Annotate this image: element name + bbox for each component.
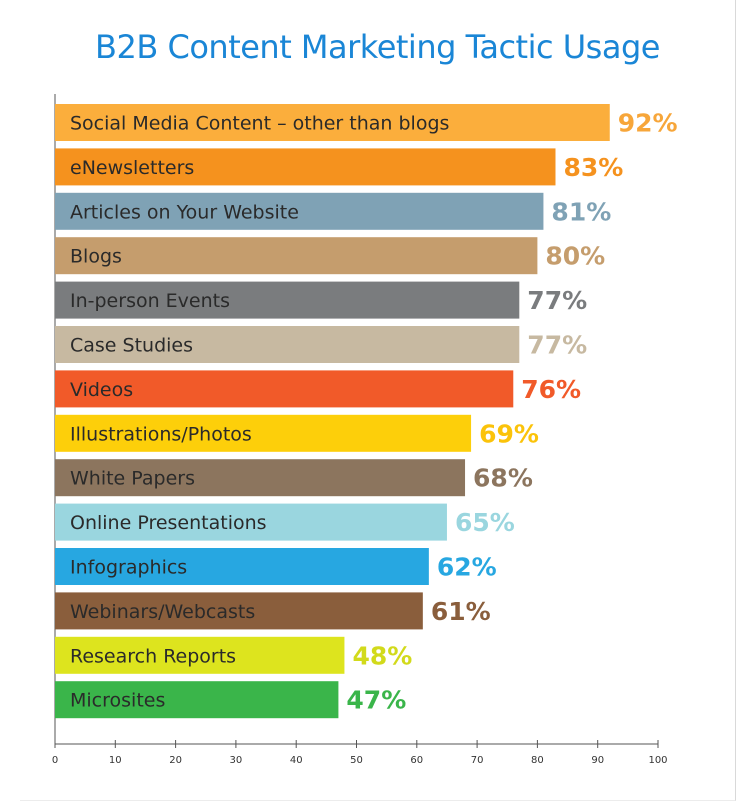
- x-tick-label: 70: [471, 755, 484, 766]
- bar: [55, 281, 520, 319]
- bar: [55, 592, 423, 630]
- bar-category-label: eNewsletters: [70, 157, 194, 179]
- bar: [55, 636, 345, 674]
- bar: [55, 148, 556, 186]
- bar-category-label: Microsites: [70, 690, 165, 712]
- bar-category-label: Online Presentations: [70, 512, 267, 534]
- bar-value-label: 47%: [346, 686, 406, 715]
- bar-value-label: 80%: [545, 242, 605, 271]
- bar-value-label: 81%: [551, 197, 611, 226]
- x-tick-label: 20: [169, 755, 182, 766]
- bar-category-label: Social Media Content – other than blogs: [70, 113, 449, 135]
- bar: [55, 681, 339, 719]
- bar-value-label: 62%: [437, 553, 497, 582]
- bar-value-label: 77%: [527, 286, 587, 315]
- x-tick-label: 80: [531, 755, 544, 766]
- bar-value-label: 77%: [527, 331, 587, 360]
- bar-value-label: 65%: [455, 508, 515, 537]
- bar-category-label: Webinars/Webcasts: [70, 601, 255, 623]
- x-tick-label: 0: [52, 755, 58, 766]
- bar-value-label: 69%: [479, 419, 539, 448]
- bar-value-label: 61%: [431, 597, 491, 626]
- bar-value-label: 68%: [473, 464, 533, 493]
- chart-title: B2B Content Marketing Tactic Usage: [95, 28, 660, 66]
- chart-card: B2B Content Marketing Tactic Usage Socia…: [20, 0, 736, 801]
- bar-value-label: 76%: [521, 375, 581, 404]
- bar-value-label: 48%: [352, 641, 412, 670]
- bar-category-label: Research Reports: [70, 645, 236, 667]
- x-tick-label: 50: [350, 755, 363, 766]
- x-tick-label: 100: [648, 755, 667, 766]
- bar-category-label: In-person Events: [70, 290, 230, 312]
- bar: [55, 326, 520, 363]
- bar-category-label: Articles on Your Website: [70, 201, 299, 223]
- bar: [55, 104, 610, 141]
- bar: [55, 192, 544, 230]
- bar-category-label: Infographics: [70, 557, 187, 579]
- bar-category-label: Illustrations/Photos: [70, 423, 252, 445]
- bar: [55, 503, 447, 541]
- x-tick-label: 90: [591, 755, 604, 766]
- x-tick-label: 60: [410, 755, 423, 766]
- bar-category-label: White Papers: [70, 468, 195, 490]
- bar-value-label: 92%: [618, 109, 678, 138]
- bar-chart: Social Media Content – other than blogs 9…: [52, 94, 678, 766]
- bar-category-label: Blogs: [70, 246, 122, 268]
- x-tick-label: 10: [109, 755, 122, 766]
- bar: [55, 370, 514, 408]
- bar: [55, 548, 429, 585]
- bar: [55, 414, 472, 452]
- x-tick-label: 40: [290, 755, 303, 766]
- bar-category-label: Case Studies: [70, 335, 193, 357]
- bar-category-label: Videos: [70, 379, 133, 401]
- bar: [55, 237, 538, 275]
- bar-value-label: 83%: [563, 153, 623, 182]
- x-tick-label: 30: [230, 755, 243, 766]
- bar: [55, 459, 466, 497]
